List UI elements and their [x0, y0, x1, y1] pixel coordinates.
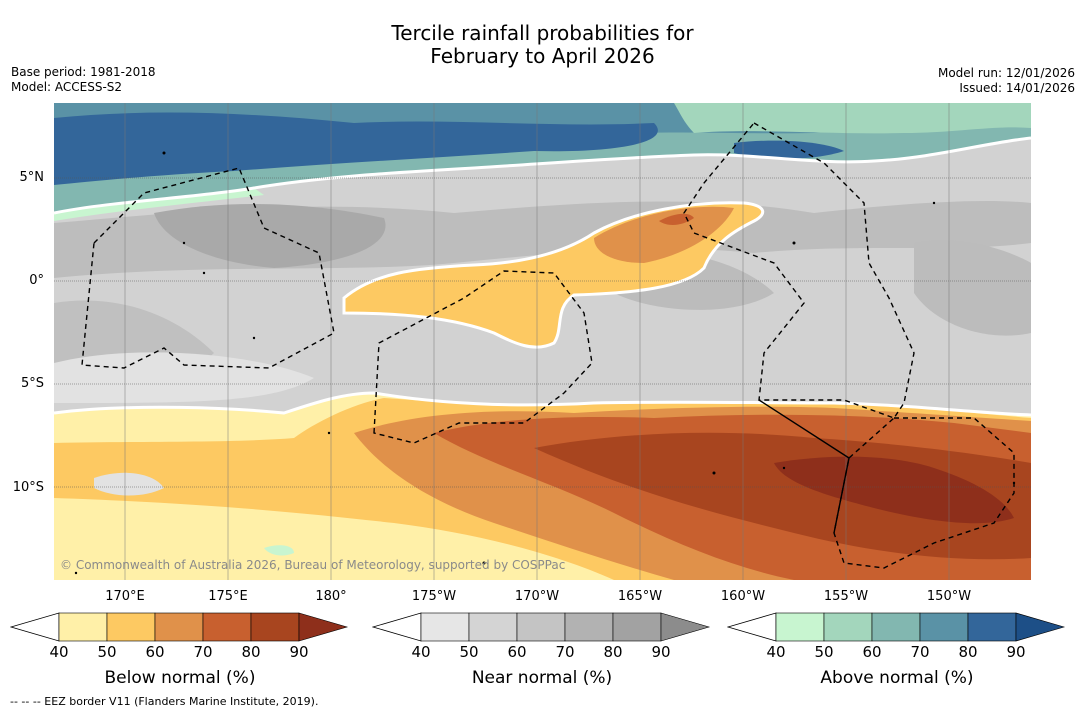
eez-zone-1 [81, 167, 335, 369]
lon-label-180: 180° [315, 589, 347, 604]
model-name: Model: ACCESS-S2 [11, 80, 123, 94]
below-normal-south-contour [54, 391, 1031, 417]
below-normal-60-core [594, 206, 734, 263]
lat-label-5s: 5°S [20, 376, 44, 391]
above-normal-title: Above normal (%) [820, 668, 974, 688]
lon-label-170w: 170°W [514, 589, 560, 604]
near-swatch [420, 612, 470, 642]
near-tick: 40 [411, 643, 431, 661]
near-normal-80-patch [154, 203, 386, 268]
above-tick: 90 [1006, 643, 1026, 661]
eez-zone-3 [683, 122, 915, 419]
near-normal-70-patch-west [54, 300, 214, 368]
above-normal-white-contour [54, 136, 1031, 215]
above-tick: 40 [766, 643, 786, 661]
above-tick: 50 [814, 643, 834, 661]
near-normal-40-patch [54, 352, 314, 403]
base-period: Base period: 1981-2018 [11, 65, 156, 79]
eez-footnote: -- -- -- EEZ border V11 (Flanders Marine… [10, 695, 319, 708]
above-normal-low-arrow [727, 612, 777, 642]
map-title: Tercile rainfall probabilities for Febru… [0, 22, 1085, 68]
above-normal-90-band [54, 112, 658, 185]
below-tick: 50 [97, 643, 117, 661]
below-normal-90-core [774, 456, 1014, 524]
probability-map [54, 103, 1031, 580]
near-tick: 70 [555, 643, 575, 661]
islands [74, 151, 1016, 575]
above-normal-high-arrow [1015, 612, 1066, 642]
near-tick: 50 [459, 643, 479, 661]
near-normal-title: Near normal (%) [471, 668, 613, 688]
above-normal-swatches [775, 612, 1017, 642]
lat-label-5n: 5°N [19, 170, 45, 185]
near-swatch [468, 612, 518, 642]
map-canvas [54, 103, 1031, 580]
above-swatch [919, 612, 969, 642]
graticule [54, 177, 1031, 488]
lon-label-170e: 170°E [105, 589, 145, 604]
above-normal-50-band [674, 103, 1031, 134]
near-tick: 80 [603, 643, 623, 661]
lon-label-175e: 175°E [208, 589, 248, 604]
model-run: Model run: 12/01/2026 [937, 66, 1075, 80]
below-normal-swatches [58, 612, 300, 642]
near-normal-high-arrow [660, 612, 711, 642]
below-swatch [58, 612, 108, 642]
meta-right: Model run: 12/01/2026 Issued: 14/01/2026 [938, 66, 1075, 96]
eez-solid-segment [758, 399, 850, 534]
lat-label-0: 0° [29, 273, 44, 288]
meta-left: Base period: 1981-2018 Model: ACCESS-S2 [11, 65, 156, 95]
below-normal-title: Below normal (%) [104, 668, 256, 688]
below-normal-low-arrow [10, 612, 60, 642]
below-normal-tongue-contour [342, 201, 765, 349]
near-tick: 90 [651, 643, 671, 661]
issued-date: Issued: 14/01/2026 [959, 81, 1075, 95]
copyright-notice: © Commonwealth of Australia 2026, Bureau… [60, 558, 566, 572]
below-tick: 40 [49, 643, 69, 661]
below-tick: 60 [145, 643, 165, 661]
meridians [124, 103, 950, 580]
above-normal-small-patch [264, 545, 294, 556]
above-normal-colorbar [727, 612, 1066, 642]
below-tick: 80 [241, 643, 261, 661]
eez-zone-2 [373, 270, 593, 444]
above-swatch [775, 612, 825, 642]
above-tick: 60 [862, 643, 882, 661]
above-normal-90-patch [734, 140, 844, 159]
near-normal-70-patch-east [914, 240, 1031, 336]
lon-label-175w: 175°W [411, 589, 457, 604]
near-normal-swatches [420, 612, 662, 642]
above-tick: 70 [910, 643, 930, 661]
above-tick: 80 [958, 643, 978, 661]
near-swatch [612, 612, 662, 642]
lon-label-160w: 160°W [720, 589, 766, 604]
lat-label-10s: 10°S [12, 480, 44, 495]
below-swatch [202, 612, 252, 642]
near-tick: 60 [507, 643, 527, 661]
lon-label-155w: 155°W [823, 589, 869, 604]
near-normal-low-arrow [372, 612, 422, 642]
near-normal-island-patch [94, 472, 164, 496]
above-swatch [871, 612, 921, 642]
above-swatch [823, 612, 873, 642]
above-swatch [967, 612, 1017, 642]
below-normal-70-core [659, 213, 694, 225]
near-swatch [564, 612, 614, 642]
near-normal-colorbar [372, 612, 711, 642]
below-normal-high-arrow [298, 612, 349, 642]
below-swatch [250, 612, 300, 642]
below-tick: 70 [193, 643, 213, 661]
near-swatch [516, 612, 566, 642]
below-normal-colorbar [10, 612, 349, 642]
lon-label-165w: 165°W [617, 589, 663, 604]
lon-label-150w: 150°W [926, 589, 972, 604]
below-swatch [106, 612, 156, 642]
above-normal-40-edge [54, 188, 264, 221]
below-swatch [154, 612, 204, 642]
title-line-2: February to April 2026 [430, 44, 655, 68]
below-tick: 90 [289, 643, 309, 661]
title-line-1: Tercile rainfall probabilities for [391, 21, 694, 45]
